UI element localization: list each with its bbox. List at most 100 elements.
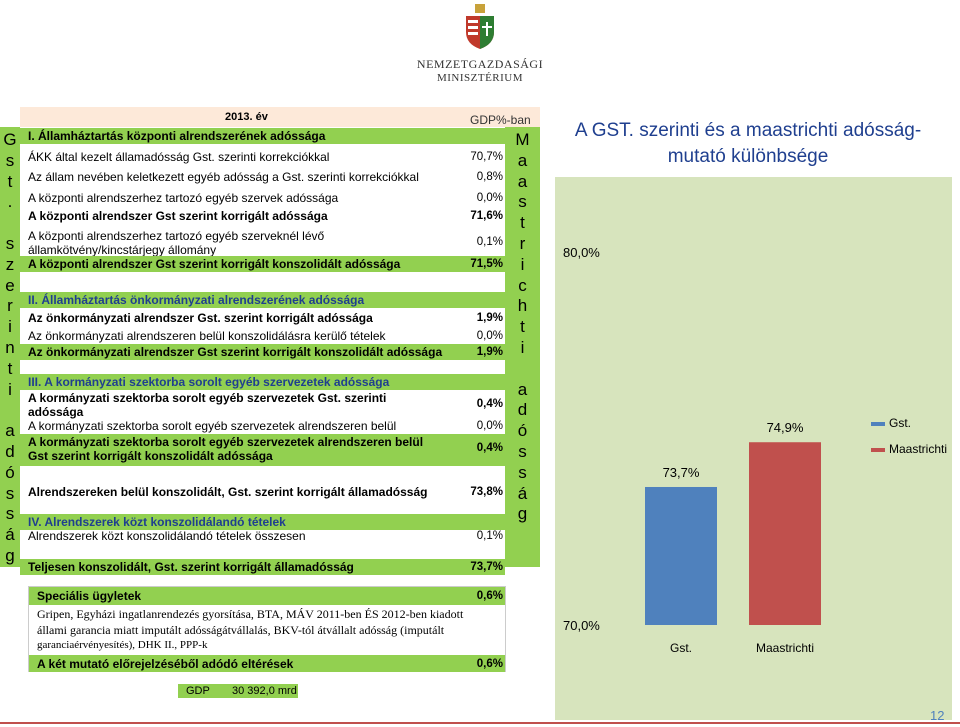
- table-row: ÁKK által kezelt államadósság Gst. szeri…: [20, 149, 505, 165]
- sidebar-left-char: s: [5, 234, 15, 253]
- row-label-line-2: államkötvény/kincstárjegy állomány: [28, 243, 217, 257]
- data-label: 74,9%: [767, 420, 804, 435]
- sidebar-left-char: a: [5, 421, 15, 441]
- row-label: Alrendszereken belül konszolidált, Gst. …: [28, 485, 428, 499]
- special-desc-1: Gripen, Egyházi ingatlanrendezés gyorsít…: [29, 607, 505, 621]
- sidebar-left-char: t: [7, 171, 13, 191]
- sidebar-right-char: á: [517, 483, 528, 503]
- sidebar-right-char: M: [515, 130, 530, 149]
- sidebar-left-char: e: [5, 275, 15, 295]
- row-label: I. Államháztartás központi alrendszeréne…: [28, 129, 326, 143]
- special-title: Speciális ügyletek: [37, 589, 142, 603]
- sidebar-right-char: ó: [517, 421, 528, 441]
- row-value: 70,7%: [470, 151, 503, 163]
- row-label: Teljesen konszolidált, Gst. szerint korr…: [28, 560, 354, 574]
- row-label: A központi alrendszerhez tartozó egyéb s…: [28, 191, 339, 205]
- special-desc-3-text: garanciaérvényesítés), DHK II., PPP-k: [37, 639, 208, 651]
- row-value: 0,0%: [476, 192, 503, 204]
- row-label: A központi alrendszer Gst szerint korrig…: [28, 257, 401, 271]
- special-title-value: 0,6%: [476, 590, 503, 602]
- gdp-band: [178, 684, 298, 698]
- table-row: IV. Alrendszerek közt konszolidálandó té…: [20, 514, 505, 530]
- row-value: 1,9%: [476, 346, 503, 358]
- sidebar-left-char: .: [7, 192, 13, 212]
- row-label: IV. Alrendszerek közt konszolidálandó té…: [28, 515, 286, 529]
- x-tick-label: Gst.: [670, 641, 692, 655]
- sidebar-right-char: s: [518, 462, 527, 482]
- ministry-logo: NEMZETGAZDASÁGI MINISZTÉRIUM: [405, 4, 555, 94]
- row-value: 1,9%: [476, 312, 503, 324]
- footer-divider: [0, 722, 960, 724]
- sidebar-left-char: G: [3, 130, 17, 149]
- row-value: 0,4%: [476, 442, 503, 454]
- table-row: I. Államháztartás központi alrendszeréne…: [20, 128, 505, 144]
- row-value: 73,8%: [470, 486, 503, 498]
- sidebar-left-char: n: [5, 338, 15, 357]
- logo-line-2: MINISZTÉRIUM: [436, 72, 524, 84]
- row-label-line-2: adóssága: [28, 405, 84, 419]
- header-year: 2013. év: [225, 111, 268, 123]
- difference-row: A két mutató előrejelzéséből adódó eltér…: [29, 655, 505, 672]
- logo-line-1: NEMZETGAZDASÁGI: [416, 57, 544, 71]
- row-value: 0,1%: [476, 530, 503, 542]
- legend-swatch: [871, 448, 885, 452]
- chart: 80,0% 70,0% 73,7% Gst. 74,9% Maastrichti Gst. M…: [563, 245, 947, 655]
- y-tick-label: 80,0%: [563, 245, 600, 260]
- difference-value: 0,6%: [476, 658, 503, 670]
- sidebar-right-char: a: [517, 171, 528, 191]
- table-row: A kormányzati szektorba sorolt egyéb sze…: [20, 390, 505, 422]
- sidebar-right-char: r: [519, 234, 526, 253]
- row-label: Alrendszerek közt konszolidálandó tétele…: [28, 529, 306, 543]
- table-row: Az önkormányzati alrendszer Gst szerint …: [20, 344, 505, 360]
- table-row: II. Államháztartás önkormányzati alrends…: [20, 292, 505, 308]
- gdp-label: GDP: [186, 685, 210, 697]
- legend-entry: Maastrichti: [889, 442, 947, 456]
- sidebar-right-char: t: [520, 213, 525, 233]
- sidebar-left-char: ó: [5, 462, 15, 482]
- chart-bar: [645, 486, 717, 625]
- row-label: A kormányzati szektorba sorolt egyéb sze…: [28, 391, 387, 405]
- special-desc-2: állami garancia miatt imputált adósságát…: [29, 623, 505, 637]
- row-value: 71,5%: [470, 258, 503, 270]
- special-title-row: Speciális ügyletek 0,6%: [29, 587, 505, 605]
- sidebar-left-char: r: [7, 296, 13, 316]
- row-value: 0,0%: [476, 330, 503, 342]
- sidebar-left-char: z: [5, 254, 15, 274]
- row-label: Az állam nevében keletkezett egyéb adóss…: [28, 170, 419, 184]
- row-value: 0,0%: [476, 420, 503, 432]
- sidebar-right-char: a: [517, 379, 528, 399]
- sidebar-left-char: á: [5, 525, 15, 545]
- legend-swatch: [871, 422, 885, 426]
- row-label-line-2: Gst szerint korrigált konszolidált adóss…: [28, 449, 273, 463]
- sidebar-right-char: g: [517, 504, 528, 524]
- sidebar-left-char: i: [8, 317, 12, 337]
- special-transactions-box: Speciális ügyletek 0,6% Gripen, Egyházi …: [28, 586, 506, 672]
- row-value: 73,7%: [470, 561, 503, 573]
- table-row: Teljesen konszolidált, Gst. szerint korr…: [20, 559, 505, 575]
- sidebar-left-char: d: [5, 442, 15, 461]
- table-row: Az állam nevében keletkezett egyéb adóss…: [20, 169, 505, 185]
- row-label: A kormányzati szektorba sorolt egyéb sze…: [28, 435, 424, 449]
- row-value: 71,6%: [470, 210, 503, 222]
- row-label: A központi alrendszerhez tartozó egyéb s…: [28, 229, 325, 243]
- special-desc-3: garanciaérvényesítés), DHK II., PPP-k: [29, 639, 505, 653]
- chart-bar: [749, 442, 821, 625]
- row-label: Az önkormányzati alrendszer Gst. szerint…: [28, 311, 373, 325]
- sidebar-right-char: s: [518, 442, 527, 461]
- row-label: III. A kormányzati szektorba sorolt egyé…: [28, 375, 390, 389]
- legend-entry: Gst.: [889, 416, 911, 430]
- row-label: ÁKK által kezelt államadósság Gst. szeri…: [28, 150, 330, 164]
- page-number: 12: [930, 708, 945, 723]
- sidebar-left-char: t: [7, 358, 13, 378]
- data-label: 73,7%: [663, 465, 700, 480]
- table-row: A központi alrendszerhez tartozó egyéb s…: [20, 228, 505, 258]
- sidebar-right-char: c: [518, 275, 527, 295]
- difference-label: A két mutató előrejelzéséből adódó eltér…: [37, 657, 294, 671]
- table-row: A központi alrendszerhez tartozó egyéb s…: [20, 190, 505, 206]
- row-value: 0,8%: [476, 171, 503, 183]
- sidebar-left-char: g: [5, 546, 15, 565]
- sidebar-right-char: i: [520, 254, 525, 274]
- chart-title: A GST. szerinti és a maastrichti adósság…: [574, 120, 922, 167]
